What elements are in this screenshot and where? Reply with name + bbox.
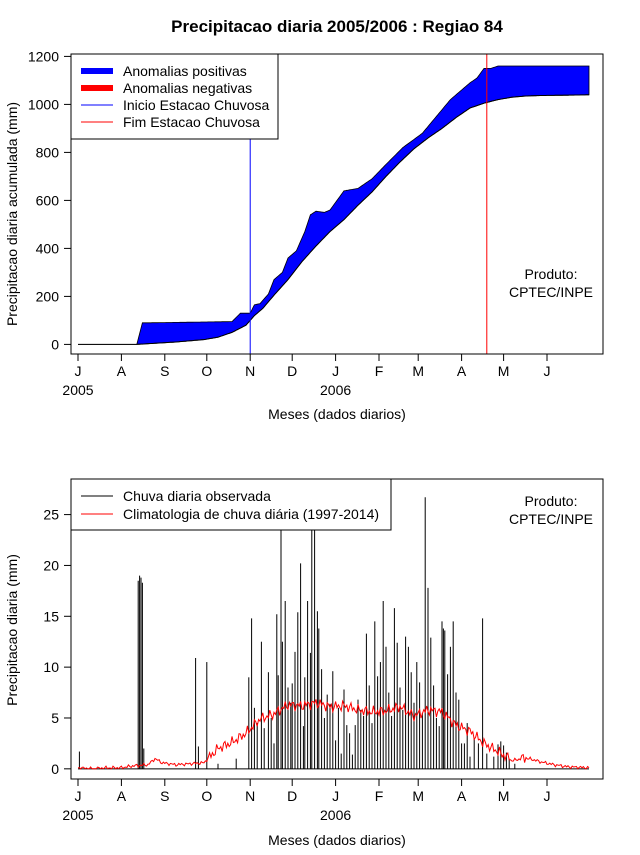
y-tick-label: 0 xyxy=(51,761,59,777)
x-tick-label: M xyxy=(498,363,510,379)
x-tick-label: J xyxy=(332,788,339,804)
x-tick-label: D xyxy=(287,788,297,804)
legend: Anomalias positivas Anomalias negativas … xyxy=(70,53,279,140)
legend-label-negative: Anomalias negativas xyxy=(123,80,252,96)
daily-marks xyxy=(78,497,590,770)
x-tick-label: M xyxy=(412,363,424,379)
x-tick-label: N xyxy=(245,363,255,379)
y-tick-label: 20 xyxy=(43,557,59,573)
legend-box xyxy=(70,478,392,531)
y-tick-label: 5 xyxy=(51,710,59,726)
x-tick-label: J xyxy=(544,788,551,804)
x-tick-label: O xyxy=(201,788,212,804)
x-axis-label: Meses (dados diarios) xyxy=(268,406,406,422)
x-tick-label: M xyxy=(412,788,424,804)
x-tick-label: A xyxy=(117,788,127,804)
y-axis-label: Precipitacao diaria (mm) xyxy=(4,554,20,706)
x-axis: J A S O N D J F M A M J 2005 2006 xyxy=(62,354,551,398)
legend-label-positive: Anomalias positivas xyxy=(123,63,247,79)
cumulative-precipitation-chart: 0 200 400 600 800 1000 1200 J A S O N D J F M A M J 2005 20… xyxy=(4,48,604,422)
x-tick-label: A xyxy=(457,363,467,379)
climatology-cumulative-line xyxy=(78,94,589,345)
climatology-daily-line xyxy=(78,699,590,770)
product-label: Produto: xyxy=(525,493,578,509)
x-tick-label: D xyxy=(287,363,297,379)
x-axis: J A S O N D J F M A M J 2005 2006 xyxy=(62,779,551,823)
plot-frame xyxy=(70,53,604,355)
y-axis-label: Precipitacao diaria acumulada (mm) xyxy=(4,102,20,326)
y-tick-label: 1200 xyxy=(28,48,59,64)
y-axis: 0 5 10 15 20 25 xyxy=(43,507,71,777)
y-axis: 0 200 400 600 800 1000 1200 xyxy=(28,48,71,352)
product-label: Produto: xyxy=(525,266,578,282)
year-label: 2005 xyxy=(62,382,93,398)
y-tick-label: 10 xyxy=(43,659,59,675)
x-tick-label: S xyxy=(160,788,169,804)
x-tick-label: N xyxy=(245,788,255,804)
y-tick-label: 400 xyxy=(36,240,60,256)
year-label: 2005 xyxy=(62,807,93,823)
x-tick-label: F xyxy=(375,363,384,379)
y-tick-label: 200 xyxy=(36,288,60,304)
legend: Chuva diaria observada Climatologia de c… xyxy=(70,478,392,531)
y-tick-label: 0 xyxy=(51,336,59,352)
y-tick-label: 15 xyxy=(43,608,59,624)
legend-label-end: Fim Estacao Chuvosa xyxy=(123,114,260,130)
x-axis-label: Meses (dados diarios) xyxy=(268,832,406,848)
legend-label-climatology: Climatologia de chuva diária (1997-2014) xyxy=(123,506,379,522)
x-tick-label: J xyxy=(544,363,551,379)
x-tick-label: J xyxy=(75,363,82,379)
x-tick-label: S xyxy=(160,363,169,379)
product-source: CPTEC/INPE xyxy=(509,511,593,527)
year-label: 2006 xyxy=(320,807,351,823)
y-tick-label: 800 xyxy=(36,144,60,160)
y-tick-label: 25 xyxy=(43,507,59,523)
x-tick-label: J xyxy=(75,788,82,804)
daily-precipitation-chart: 0 5 10 15 20 25 J A S O N D J F M A M J 2005 2006 Precipit… xyxy=(4,478,604,848)
product-source: CPTEC/INPE xyxy=(509,284,593,300)
x-tick-label: F xyxy=(375,788,384,804)
x-tick-label: J xyxy=(332,363,339,379)
legend-label-observed: Chuva diaria observada xyxy=(123,488,271,504)
year-label: 2006 xyxy=(320,382,351,398)
y-tick-label: 1000 xyxy=(28,96,59,112)
x-tick-label: A xyxy=(117,363,127,379)
x-tick-label: A xyxy=(457,788,467,804)
figure-title: Precipitacao diaria 2005/2006 : Regiao 8… xyxy=(171,17,503,36)
x-tick-label: O xyxy=(201,363,212,379)
x-tick-label: M xyxy=(498,788,510,804)
legend-label-start: Inicio Estacao Chuvosa xyxy=(123,97,270,113)
y-tick-label: 600 xyxy=(36,192,60,208)
